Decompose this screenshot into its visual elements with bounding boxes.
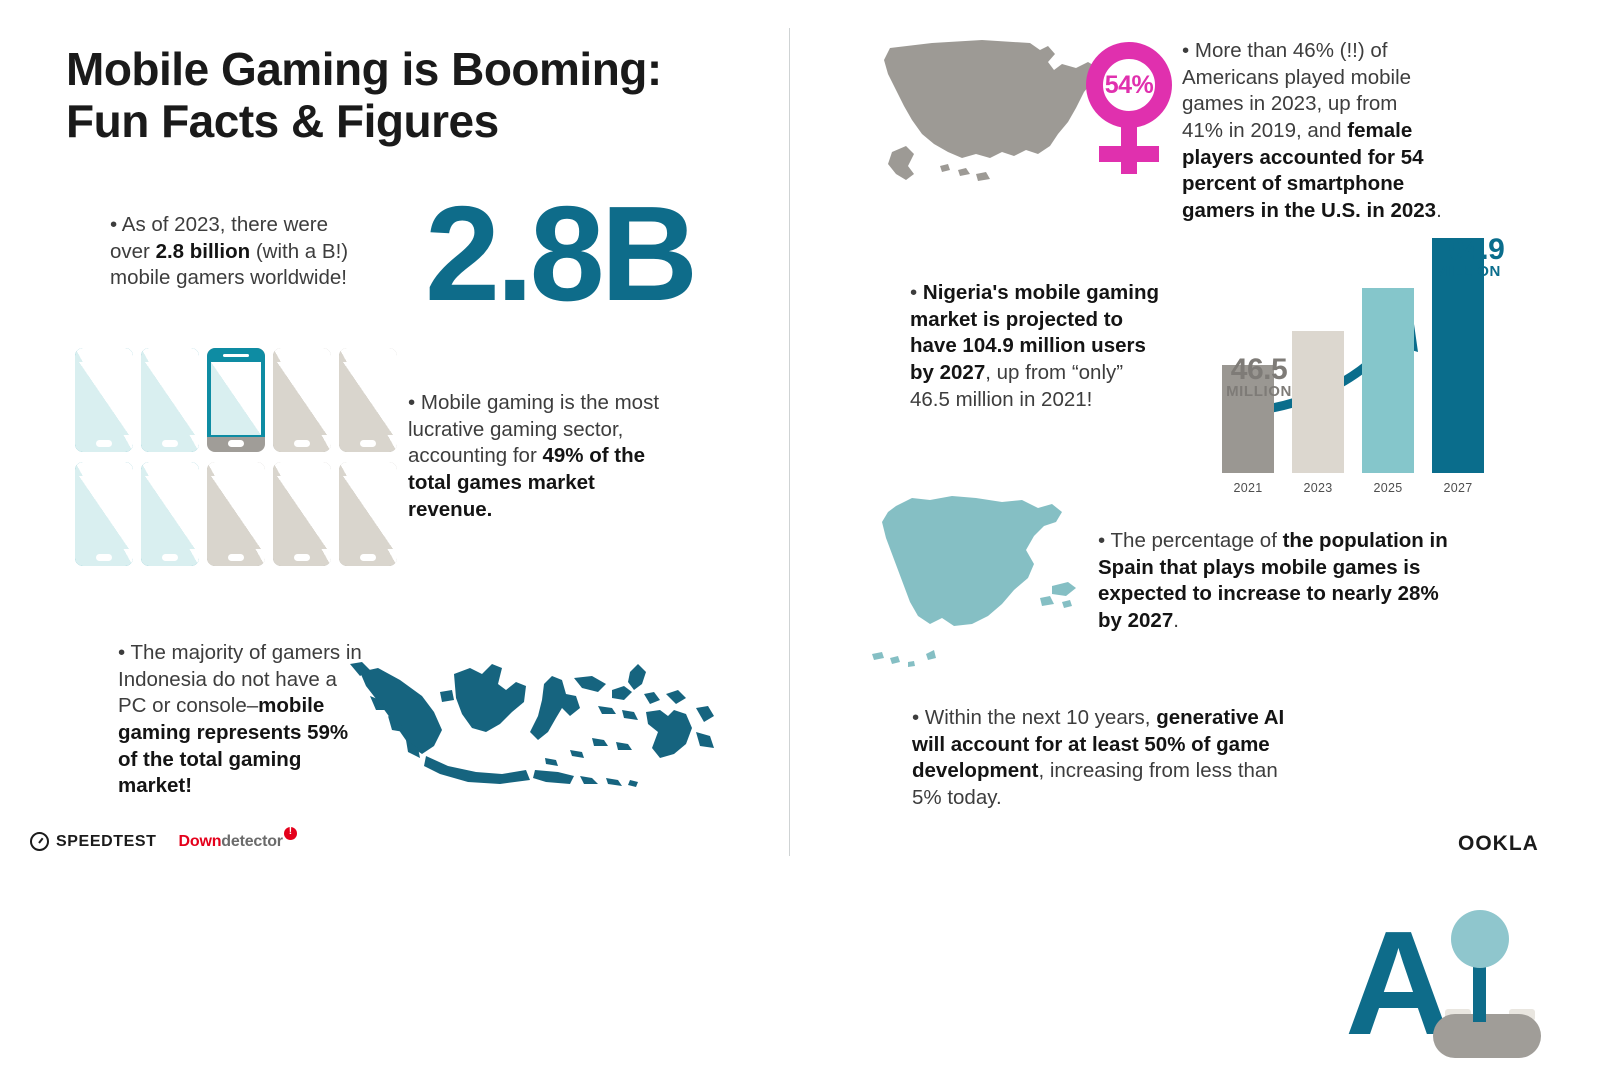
value-label-2021: 46.5 MILLION (1216, 353, 1302, 400)
big-number-2-8b: 2.8B (425, 178, 698, 329)
ai-joystick-graphic: A (1345, 910, 1545, 1070)
fact-spain-text: The percentage of the population in Spai… (1098, 529, 1448, 632)
spain-map (856, 478, 1086, 678)
joystick-ball-icon (1451, 910, 1509, 968)
x-tick-label: 2023 (1303, 481, 1333, 495)
ookla-logo: OOKLA (1458, 832, 1539, 855)
phone-icon (75, 462, 133, 566)
female-symbol-badge: 54% (1086, 42, 1172, 174)
bullet-glyph: • (118, 641, 126, 664)
fact-nigeria-market: • Nigeria's mobile gaming market is proj… (910, 280, 1166, 413)
footer-logos-left: SPEEDTEST Downdetector (30, 825, 297, 851)
fact-gamers-worldwide: • As of 2023, there were over 2.8 billio… (110, 212, 362, 292)
fact-gamers-text: As of 2023, there were over 2.8 billion … (110, 213, 349, 290)
phone-icon (273, 348, 331, 452)
phone-grid (75, 348, 397, 566)
fact-indonesia-text: The majority of gamers in Indonesia do n… (118, 641, 362, 798)
phone-icon-partial (207, 348, 265, 452)
speedtest-logo: SPEEDTEST (30, 832, 157, 851)
value-label-2021-unit: MILLION (1226, 382, 1292, 400)
joystick-base-icon (1433, 1014, 1541, 1058)
usa-map (862, 34, 1112, 194)
phone-icon (207, 462, 265, 566)
fact-nigeria-text: Nigeria's mobile gaming market is projec… (910, 281, 1160, 411)
bullet-glyph: • (1182, 39, 1190, 62)
fact-revenue-text: Mobile gaming is the most lucrative gami… (408, 391, 660, 521)
bullet-glyph: • (910, 281, 918, 304)
indonesia-map (330, 650, 720, 790)
female-share-value: 54% (1104, 70, 1154, 99)
fact-usa-text: More than 46% (!!) of Americans played m… (1182, 39, 1442, 222)
downdetector-logo: Downdetector (178, 825, 297, 851)
phone-icon (141, 462, 199, 566)
bar-2023 (1292, 331, 1344, 473)
phone-icon (75, 348, 133, 452)
column-divider (789, 28, 790, 856)
bar-2025 (1362, 288, 1414, 473)
page-title: Mobile Gaming is Booming: Fun Facts & Fi… (66, 43, 662, 147)
bullet-glyph: • (912, 706, 920, 729)
fact-generative-ai: • Within the next 10 years, generative A… (912, 705, 1294, 812)
phone-icon (273, 462, 331, 566)
downdetector-word-first: Down (178, 832, 222, 850)
female-symbol-cross-icon (1099, 146, 1159, 162)
bullet-glyph: • (1098, 529, 1106, 552)
speedtest-gauge-icon (30, 832, 49, 851)
bullet-glyph: • (110, 213, 118, 236)
fact-usa-players: • More than 46% (!!) of Americans played… (1182, 38, 1444, 224)
x-tick-label: 2021 (1233, 481, 1263, 495)
phone-icon (141, 348, 199, 452)
value-label-2027-number: 104.9 (1431, 233, 1505, 266)
value-label-2027-unit: MILLION (1435, 262, 1501, 280)
infographic-canvas: Mobile Gaming is Booming: Fun Facts & Fi… (0, 0, 1600, 900)
value-label-2027: 104.9 MILLION (1418, 233, 1518, 280)
bar-2021 (1222, 365, 1274, 473)
downdetector-word-second: detector (221, 832, 283, 850)
fact-indonesia: • The majority of gamers in Indonesia do… (118, 640, 364, 800)
speedtest-wordmark: SPEEDTEST (56, 832, 157, 850)
chart-x-axis: 2021 2023 2025 2027 (1222, 481, 1484, 495)
ai-letter-a: A (1345, 901, 1452, 1066)
x-tick-label: 2025 (1373, 481, 1403, 495)
fact-market-revenue: • Mobile gaming is the most lucrative ga… (408, 390, 666, 523)
value-label-2021-number: 46.5 (1230, 353, 1288, 386)
x-tick-label: 2027 (1443, 481, 1473, 495)
bullet-glyph: • (408, 391, 416, 414)
nigeria-users-bar-chart: 2021 2023 2025 2027 46.5 MILLION 104.9 M… (1222, 235, 1512, 495)
phone-icon (339, 348, 397, 452)
fact-spain-population: • The percentage of the population in Sp… (1098, 528, 1460, 635)
phone-icon (339, 462, 397, 566)
downdetector-alert-icon (283, 825, 297, 840)
fact-ai-text: Within the next 10 years, generative AI … (912, 706, 1285, 809)
chart-bars (1222, 238, 1484, 473)
bar-2027 (1432, 238, 1484, 473)
